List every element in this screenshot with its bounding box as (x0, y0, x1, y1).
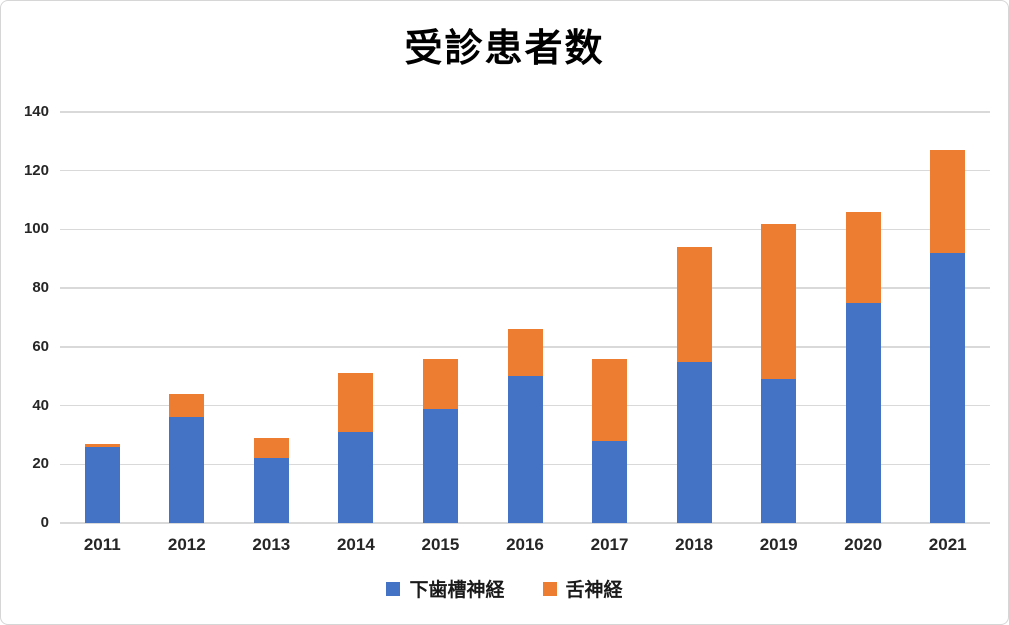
x-tick-label: 2011 (83, 535, 121, 554)
bar-2013-series2 (253, 437, 289, 459)
bar-2017-series1 (592, 440, 628, 523)
y-tick-label: 20 (32, 455, 49, 473)
y-tick-label: 120 (23, 161, 49, 179)
x-tick-label: 2019 (759, 535, 798, 554)
gridline (60, 522, 990, 524)
bar-2012-series1 (169, 417, 205, 523)
bar-2019-series1 (761, 379, 797, 523)
bar-2012-series2 (169, 393, 205, 418)
legend-label-series2: 舌神経 (565, 580, 623, 601)
legend-swatch-blue-icon (386, 581, 401, 596)
x-tick-label: 2012 (167, 535, 206, 554)
y-tick-label: 80 (32, 279, 49, 297)
bar-2015-series1 (422, 408, 458, 523)
x-tick-label: 2016 (506, 535, 544, 554)
x-tick-label: 2021 (928, 535, 967, 554)
gridline (60, 111, 990, 113)
bar-2018-series1 (676, 361, 712, 523)
bar-2013-series1 (253, 458, 289, 523)
x-tick-label: 2017 (590, 535, 629, 554)
y-tick-label: 0 (40, 514, 49, 531)
bar-2014-series1 (338, 432, 374, 523)
legend-swatch-orange-icon (542, 581, 557, 596)
bar-2019-series2 (761, 223, 797, 380)
bar-2014-series2 (338, 373, 374, 432)
bar-2021-series2 (930, 150, 966, 253)
gridline (60, 287, 990, 289)
bar-2015-series2 (422, 358, 458, 409)
plot-area (60, 111, 990, 524)
y-tick-label: 100 (23, 220, 49, 238)
bar-2021-series1 (930, 252, 966, 523)
legend-label-series1: 下歯槽神経 (409, 580, 505, 601)
bar-2020-series2 (845, 211, 881, 303)
y-tick-label: 140 (23, 103, 49, 120)
bar-2016-series1 (507, 376, 543, 523)
bar-2017-series2 (592, 358, 628, 441)
x-tick-label: 2015 (421, 535, 460, 554)
legend: 下歯槽神経 舌神経 (1, 575, 1008, 602)
y-tick-label: 40 (32, 396, 49, 414)
chart-title: 受診患者数 (404, 28, 605, 70)
legend-item-series2: 舌神経 (542, 575, 623, 602)
gridline (60, 169, 990, 172)
bar-2011-series2 (84, 443, 120, 447)
y-tick-label: 60 (32, 337, 49, 355)
bar-2016-series2 (507, 329, 543, 377)
x-tick-label: 2020 (844, 535, 883, 554)
gridline (60, 228, 990, 231)
bar-2018-series2 (676, 247, 712, 362)
bar-2011-series1 (84, 446, 120, 523)
x-tick-label: 2018 (675, 535, 713, 554)
x-tick-label: 2014 (336, 535, 375, 554)
x-tick-label: 2013 (252, 535, 291, 554)
bar-2020-series1 (845, 302, 881, 523)
legend-item-series1: 下歯槽神経 (386, 575, 505, 602)
